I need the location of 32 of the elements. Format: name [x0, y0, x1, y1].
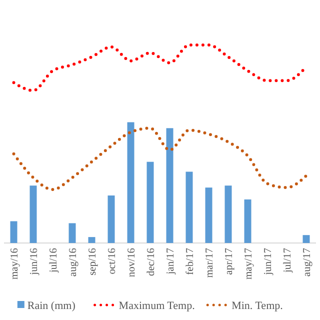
x-tick-label: sep/16	[87, 248, 98, 276]
bar	[186, 172, 193, 243]
bar	[302, 235, 310, 243]
bar	[166, 128, 174, 243]
x-tick-label: mar/17	[204, 248, 216, 278]
bar	[146, 162, 154, 243]
legend-label: Min. Temp.	[232, 300, 284, 312]
x-tick-label: jun/16	[28, 248, 40, 276]
x-tick-label: aug/16	[68, 248, 79, 277]
bar	[244, 199, 252, 243]
x-tick-label: apr/17	[224, 248, 235, 275]
bar	[30, 186, 37, 243]
bar	[127, 122, 134, 243]
x-tick-label: dec/16	[146, 248, 157, 276]
x-tick-label: feb/17	[184, 248, 196, 275]
x-tick-label: jul/16	[48, 248, 60, 274]
bar	[224, 186, 232, 243]
x-tick-label: aug/17	[302, 248, 313, 277]
bar	[108, 195, 115, 243]
x-tick-label: oct/16	[106, 248, 118, 274]
legend-label: Rain (mm)	[27, 300, 76, 312]
x-tick-label: jul/17	[282, 248, 294, 274]
x-tick-label: may/16	[9, 248, 20, 280]
x-tick-label: jan/17	[165, 248, 176, 276]
bar	[88, 237, 96, 243]
x-tick-label: jun/17	[262, 248, 274, 276]
x-tick-label: may/17	[243, 248, 254, 280]
x-tick-label: nov/16	[126, 248, 138, 278]
bar	[68, 223, 76, 243]
bar	[205, 188, 212, 243]
bar	[10, 221, 18, 243]
legend-label: Maximum Temp.	[118, 300, 196, 312]
